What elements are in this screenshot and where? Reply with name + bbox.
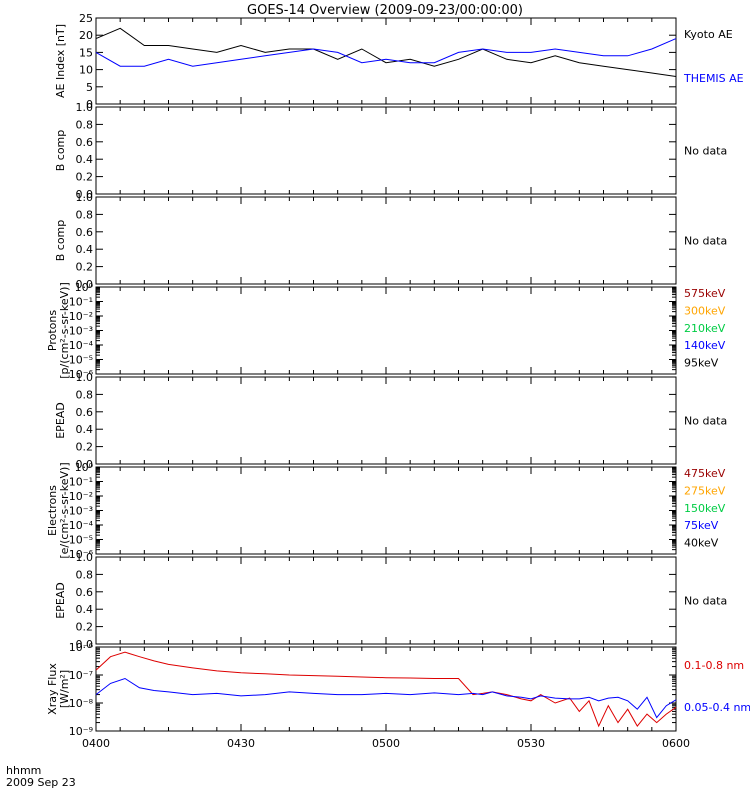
y-axis-label: Xray Flux [46,663,59,715]
y-tick-label: 10⁻⁵ [69,534,93,547]
y-tick-label: 0.4 [76,423,94,436]
y-tick-label: 0.2 [76,171,94,184]
no-data-label: No data [684,595,727,608]
y-tick-label: 20 [79,29,93,42]
y-tick-label: 0.0 [76,188,94,201]
series-label: 210keV [684,322,726,335]
y-tick-label: 5 [86,81,93,94]
series-line-0-05-0-4-nm [95,677,677,719]
y-axis-label: AE Index [nT] [54,24,67,98]
corner-date: 2009 Sep 23 [6,776,76,789]
y-tick-label: 1.0 [76,551,94,564]
y-tick-label: 0.8 [76,388,94,401]
y-tick-label: 10⁻³ [69,325,93,338]
series-label: 95keV [684,357,719,370]
x-tick-label: 0430 [227,737,255,750]
y-tick-label: 15 [79,46,93,59]
y-tick-label: 0 [86,98,93,111]
y-axis-label: EPEAD [54,582,67,619]
series-label: 140keV [684,339,726,352]
y-axis-units: [e/(cm²-s-sr-keV)] [58,462,71,558]
y-tick-label: 0.6 [76,406,94,419]
chart-title: GOES-14 Overview (2009-09-23/00:00:00) [247,3,523,18]
y-tick-label: 0.2 [76,441,94,454]
series-label: 475keV [684,467,726,480]
series-label: 40keV [684,537,719,550]
no-data-label: No data [684,415,727,428]
series-label: 75keV [684,519,719,532]
y-tick-label: 10⁻⁴ [69,339,94,352]
no-data-label: No data [684,145,727,158]
series-label: THEMIS AE [683,72,744,85]
panel-frame-4 [95,376,677,465]
series-label: Kyoto AE [684,28,733,41]
y-tick-label: 0.0 [76,638,94,651]
panel-frame-1 [95,106,677,195]
y-tick-label: 1.0 [76,101,94,114]
y-tick-label: 10⁻⁹ [69,725,93,738]
panel-frame-6 [95,556,677,645]
series-label: 150keV [684,502,726,515]
y-axis-units: [W/m²] [58,670,71,708]
panel-frame-7 [95,646,677,732]
y-tick-label: 0.4 [76,603,94,616]
series-line-themis-ae [95,38,677,67]
y-tick-label: 0.0 [76,278,94,291]
y-tick-label: 10 [79,64,93,77]
y-tick-label: 0.2 [76,261,94,274]
y-tick-label: 0.6 [76,136,94,149]
y-tick-label: 0.8 [76,208,94,221]
y-tick-label: 10⁻⁸ [69,697,94,710]
y-tick-label: 1.0 [76,191,94,204]
y-axis-units: [p/(cm²-s-sr-keV)] [58,282,71,379]
x-tick-label: 0500 [372,737,400,750]
panel-frame-0 [95,17,677,105]
y-tick-label: 0.4 [76,153,94,166]
series-label: 300keV [684,304,726,317]
y-tick-label: 10⁻⁵ [69,354,93,367]
y-tick-label: 10⁻² [69,490,93,503]
y-tick-label: 1.0 [76,371,94,384]
corner-hhmm: hhmm [6,764,41,777]
panel-frame-5 [95,466,677,555]
y-tick-label: 10⁻² [69,310,93,323]
y-tick-label: 10⁰ [75,461,94,474]
panel-frame-2 [95,196,677,285]
no-data-label: No data [684,235,727,248]
x-tick-label: 0600 [662,737,690,750]
y-tick-label: 10⁻⁶ [69,548,94,561]
y-tick-label: 0.8 [76,568,94,581]
x-tick-label: 0530 [517,737,545,750]
y-tick-label: 0.2 [76,621,94,634]
series-label: 0.1-0.8 nm [684,659,744,672]
y-axis-label: B comp [54,220,67,262]
y-tick-label: 0.0 [76,458,94,471]
series-label: 575keV [684,287,726,300]
y-tick-label: 25 [79,12,93,25]
y-tick-label: 10⁻⁶ [69,641,94,654]
y-tick-label: 0.6 [76,226,94,239]
y-tick-label: 10⁻¹ [69,296,93,309]
y-tick-label: 10⁻³ [69,505,93,518]
y-tick-label: 0.8 [76,118,94,131]
panel-frame-3 [95,286,677,375]
y-axis-label: B comp [54,130,67,172]
y-tick-label: 0.4 [76,243,94,256]
y-axis-label: Electrons [46,485,59,536]
y-tick-label: 10⁻⁴ [69,519,94,532]
series-line-kyoto-ae [95,27,677,77]
series-label: 275keV [684,484,726,497]
y-axis-label: EPEAD [54,402,67,439]
y-tick-label: 10⁻⁶ [69,368,94,381]
y-axis-label: Protons [46,310,59,351]
x-tick-label: 0400 [82,737,110,750]
y-tick-label: 0.6 [76,586,94,599]
y-tick-label: 10⁰ [75,281,94,294]
series-label: 0.05-0.4 nm [684,701,750,714]
series-line-0-1-0-8-nm [95,651,677,728]
y-tick-label: 10⁻⁷ [69,669,93,682]
y-tick-label: 10⁻¹ [69,476,93,489]
